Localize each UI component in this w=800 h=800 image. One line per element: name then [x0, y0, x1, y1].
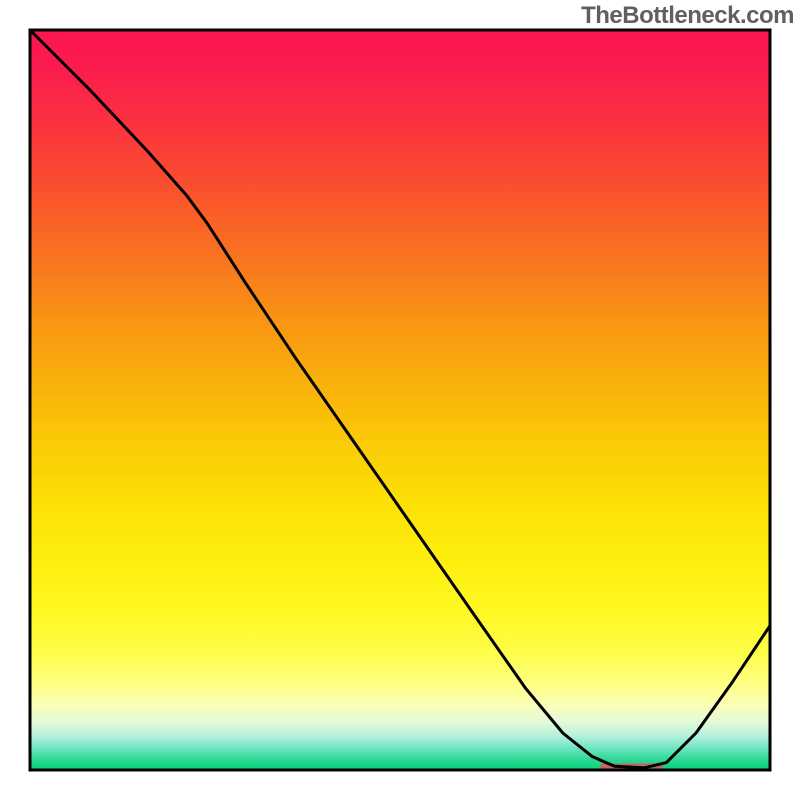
watermark-text: TheBottleneck.com: [581, 2, 794, 30]
bottleneck-curve-chart: [0, 0, 800, 800]
gradient-fill: [30, 30, 770, 770]
